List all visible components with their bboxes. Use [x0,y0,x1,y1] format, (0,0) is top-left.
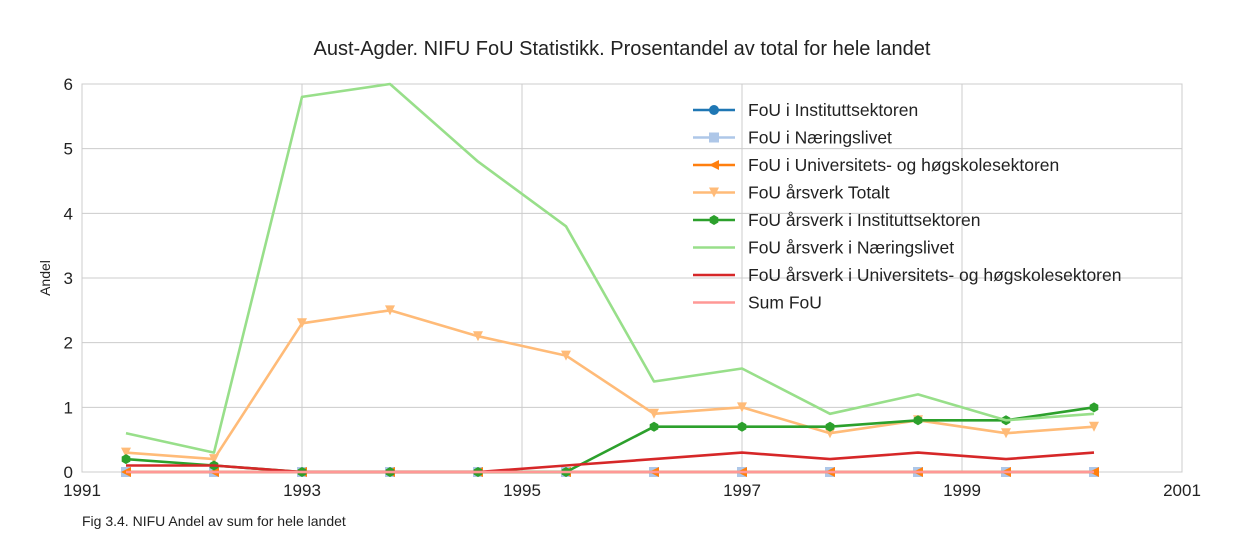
legend-item: FoU i Universitets- og høgskolesektoren [693,155,1059,175]
legend-item: FoU årsverk Totalt [693,183,890,203]
y-tick-label: 4 [64,204,73,223]
data-point [737,421,747,432]
data-point [297,318,307,329]
legend-marker [709,105,719,115]
legend-item: Sum FoU [693,293,822,313]
x-tick-label: 1991 [63,481,101,500]
series-line [125,82,1095,454]
legend-item: FoU årsverk i Næringslivet [693,238,954,258]
data-point [1089,421,1099,432]
x-tick-label: 2001 [1163,481,1201,500]
legend-label: FoU årsverk i Næringslivet [748,238,954,258]
x-tick-label: 1999 [943,481,981,500]
legend-marker [709,215,719,225]
data-point [121,454,131,465]
y-axis-label: Andel [37,260,53,296]
legend-item: FoU i Næringslivet [693,128,892,148]
data-point [561,350,571,361]
series-lines [121,82,1099,477]
data-point [1001,428,1011,439]
series-line [125,308,1095,461]
y-tick-label: 6 [64,75,73,94]
legend-label: FoU i Instituttsektoren [748,100,918,120]
legend-label: FoU i Universitets- og høgskolesektoren [748,155,1059,175]
data-point [209,454,219,465]
legend-label: FoU årsverk i Universitets- og høgskoles… [748,265,1121,285]
data-point [649,421,659,432]
legend-label: FoU årsverk i Instituttsektoren [748,210,980,230]
legend-marker [709,187,719,198]
data-point [121,447,131,458]
y-tick-label: 2 [64,334,73,353]
legend: FoU i Instituttsektoren FoU i Næringslive… [693,100,1121,313]
figure-caption: Fig 3.4. NIFU Andel av sum for hele land… [82,513,346,529]
data-point [825,428,835,439]
data-point [913,415,923,426]
y-tick-label: 0 [64,463,73,482]
y-tick-label: 3 [64,269,73,288]
legend-label: FoU i Næringslivet [748,128,892,148]
legend-marker [709,132,719,143]
y-tick-label: 5 [64,140,73,159]
data-point [1089,402,1099,413]
axis-ticks: 0 1 2 3 4 5 6 1991 1993 1995 1997 1999 2001 [63,75,1201,500]
x-tick-label: 1993 [283,481,321,500]
data-point [737,402,747,413]
x-tick-label: 1995 [503,481,541,500]
series-6 [125,82,1095,454]
data-point [385,305,395,316]
data-point [473,331,483,342]
chart-title: Aust-Agder. NIFU FoU Statistikk. Prosent… [314,38,931,60]
legend-label: Sum FoU [748,293,822,313]
legend-marker [709,160,719,170]
legend-item: FoU årsverk i Instituttsektoren [693,210,980,230]
x-tick-label: 1997 [723,481,761,500]
legend-label: FoU årsverk Totalt [748,183,890,203]
legend-item: FoU i Instituttsektoren [693,100,918,120]
data-point [649,408,659,419]
legend-item: FoU årsverk i Universitets- og høgskoles… [693,265,1121,285]
data-point [825,421,835,432]
y-tick-label: 1 [64,398,73,417]
